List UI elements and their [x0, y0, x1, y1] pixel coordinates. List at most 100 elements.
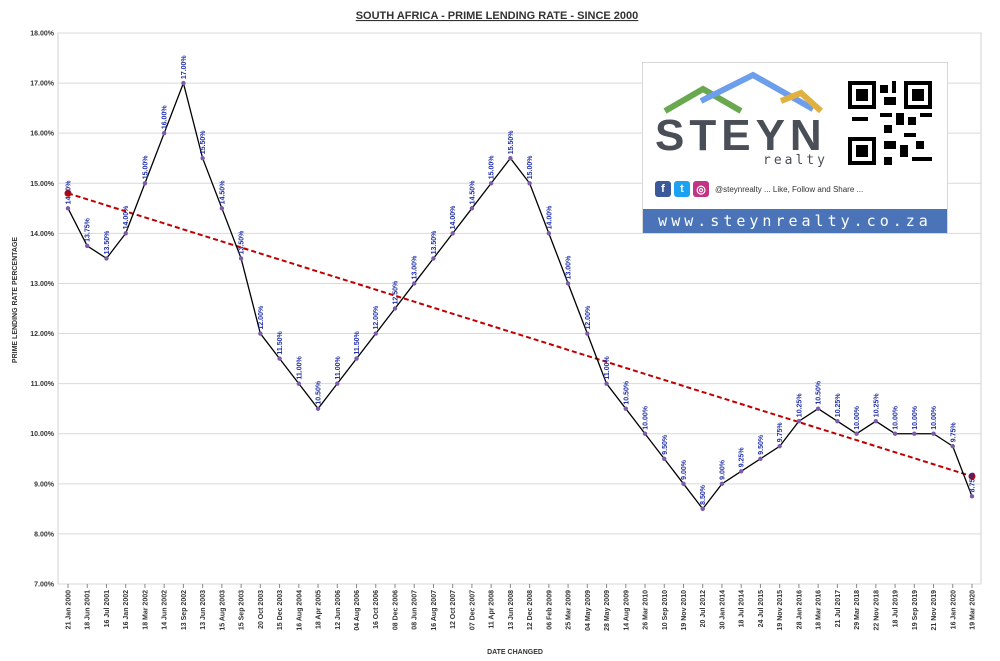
trendline	[67, 192, 973, 478]
data-point	[912, 431, 917, 436]
qr-code-icon[interactable]	[848, 81, 932, 165]
data-point	[219, 206, 225, 211]
x-tick-label: 16 Jul 2001	[104, 590, 111, 627]
data-point	[873, 419, 879, 424]
series-line	[67, 80, 973, 510]
x-tick-label: 07 Dec 2007	[469, 590, 476, 630]
trendline-start-marker	[64, 189, 72, 197]
data-point	[700, 506, 705, 512]
y-tick-label: 15.00%	[30, 181, 55, 188]
brand-panel: STEYN realty f t ◎ @steynrealty ... Like…	[642, 62, 948, 234]
data-label: 16.00%	[162, 105, 169, 130]
data-point	[969, 494, 975, 499]
x-tick-label: 08 Dec 2006	[392, 590, 399, 630]
x-tick-label: 16 Oct 2006	[373, 590, 380, 629]
facebook-icon[interactable]: f	[655, 181, 671, 197]
x-tick-label: 29 Mar 2018	[854, 590, 861, 630]
data-point	[161, 130, 167, 136]
data-label: 8.50%	[700, 484, 707, 505]
data-label: 10.00%	[893, 405, 900, 430]
data-label: 10.50%	[623, 380, 630, 405]
data-point	[681, 481, 686, 487]
x-tick-label: 18 Mar 2016	[816, 590, 823, 630]
website-link[interactable]: www.steynrealty.co.za	[643, 209, 947, 233]
data-label: 14.00%	[123, 205, 130, 230]
x-tick-label: 19 Nov 2010	[681, 590, 688, 631]
y-tick-label: 10.00%	[30, 431, 55, 438]
data-point	[373, 331, 378, 336]
data-label: 10.50%	[816, 380, 823, 405]
series-group	[65, 80, 975, 512]
x-tick-label: 30 Jan 2014	[719, 590, 726, 629]
house-roof-icon	[663, 71, 824, 114]
data-point	[412, 281, 417, 286]
data-point	[758, 456, 763, 461]
y-tick-label: 12.00%	[30, 331, 55, 338]
data-label: 15.50%	[200, 130, 207, 155]
data-label: 10.00%	[854, 405, 861, 430]
data-label: 9.25%	[739, 447, 746, 468]
y-tick-label: 14.00%	[30, 231, 55, 238]
x-tick-label: 16 Aug 2007	[431, 590, 438, 631]
instagram-icon[interactable]: ◎	[693, 181, 709, 197]
data-label: 14.50%	[219, 180, 226, 205]
data-point	[488, 181, 494, 186]
x-tick-label: 28 May 2009	[604, 590, 611, 631]
brand-name: STEYN	[655, 111, 827, 160]
x-tick-label: 18 Mar 2002	[142, 590, 149, 630]
x-tick-label: 25 Mar 2009	[566, 590, 573, 630]
data-label: 14.00%	[450, 205, 457, 230]
x-tick-label: 18 Jun 2001	[85, 590, 92, 630]
x-tick-label: 14 Aug 2009	[623, 590, 630, 631]
y-tick-label: 9.00%	[34, 481, 55, 488]
data-point	[123, 231, 128, 236]
data-point	[796, 419, 802, 424]
data-point	[777, 444, 782, 449]
data-label: 12.00%	[373, 305, 380, 330]
x-tick-label: 18 Jul 2019	[893, 590, 900, 627]
data-label: 11.00%	[296, 356, 303, 380]
x-tick-label: 18 Jul 2014	[739, 590, 746, 627]
brand-subname: realty	[763, 153, 828, 168]
chart-title: SOUTH AFRICA - PRIME LENDING RATE - SINC…	[356, 10, 639, 22]
data-point	[642, 431, 648, 436]
x-tick-label: 16 Jan 2002	[123, 590, 130, 629]
data-point	[142, 181, 148, 186]
data-label: 15.50%	[508, 130, 515, 155]
data-label: 10.00%	[912, 405, 919, 430]
data-label: 9.75%	[777, 422, 784, 443]
twitter-icon[interactable]: t	[674, 181, 690, 197]
x-tick-label: 13 Jun 2003	[200, 590, 207, 630]
data-label: 12.00%	[258, 305, 265, 330]
data-point	[258, 331, 263, 336]
data-point	[950, 444, 955, 449]
x-tick-label: 26 Mar 2010	[643, 590, 650, 630]
x-tick-labels: 21 Jan 2000 18 Jun 2001 16 Jul 2001 16 Jan …	[66, 584, 977, 631]
y-tick-label: 16.00%	[30, 131, 55, 138]
data-point	[469, 206, 475, 211]
data-point	[623, 406, 628, 411]
data-label: 11.00%	[604, 356, 611, 380]
data-point	[238, 256, 244, 261]
x-tick-label: 15 Sep 2003	[239, 590, 246, 630]
data-label: 14.50%	[469, 180, 476, 205]
x-tick-label: 11 Apr 2008	[489, 590, 496, 629]
data-label: 13.00%	[566, 255, 573, 280]
data-point	[335, 381, 340, 386]
y-tick-label: 11.00%	[31, 381, 55, 388]
data-point	[835, 419, 840, 424]
x-tick-label: 16 Aug 2004	[296, 590, 303, 631]
x-tick-label: 15 Aug 2003	[219, 590, 226, 631]
x-tick-label: 19 Nov 2015	[777, 590, 784, 631]
data-point	[392, 306, 398, 311]
data-point	[104, 256, 109, 261]
data-label: 9.50%	[662, 434, 669, 455]
social-row: f t ◎ @steynrealty ... Like, Follow and …	[655, 181, 863, 197]
x-tick-label: 12 Jun 2006	[335, 590, 342, 630]
data-point	[277, 356, 282, 361]
y-tick-label: 17.00%	[30, 81, 55, 88]
x-tick-label: 10 Sep 2010	[662, 590, 669, 630]
data-label: 13.50%	[431, 230, 438, 255]
data-label: 14.00%	[546, 205, 553, 230]
data-point	[85, 243, 90, 249]
